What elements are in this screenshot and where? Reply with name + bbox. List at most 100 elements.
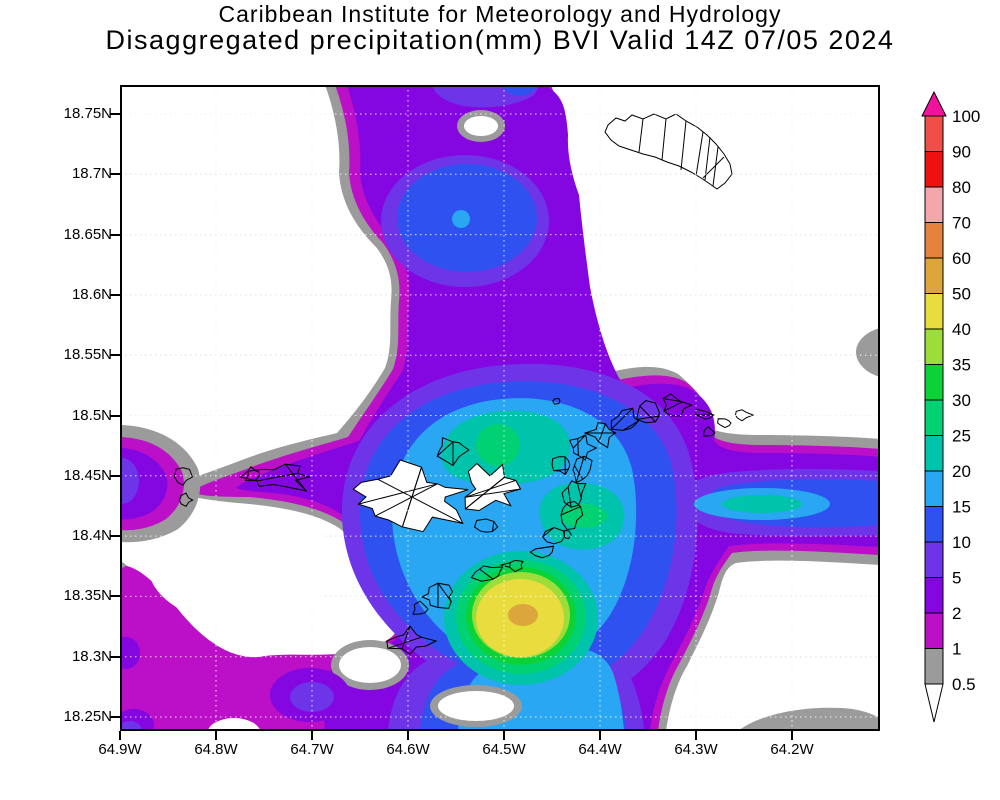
island-cluster (551, 456, 571, 476)
colorbar-tick-label: 10 (952, 533, 971, 552)
lat-tick-mark (110, 173, 120, 176)
island-cluster (352, 459, 469, 533)
lat-tick-label: 18.5N (71, 406, 112, 424)
colorbar-tick-label: 50 (952, 285, 971, 304)
island-cluster (412, 600, 429, 615)
lon-tick-mark (119, 731, 121, 740)
lon-tick-mark (311, 731, 313, 740)
contour-band (290, 682, 334, 712)
lat-tick-label: 18.45N (63, 466, 112, 484)
colorbar-tick-label: 100 (952, 107, 980, 126)
island-cluster (572, 455, 593, 484)
lon-tick-mark (791, 731, 793, 740)
island-cluster (239, 463, 312, 492)
colorbar-tick-label: 60 (952, 249, 971, 268)
island-cluster (173, 467, 194, 486)
colorbar-tick-label: 25 (952, 427, 971, 446)
colorbar-segment (924, 577, 944, 614)
lon-tick-mark (407, 731, 409, 740)
colorbar-segment (924, 541, 944, 578)
colorbar-segment (924, 648, 944, 685)
colorbar-segment (924, 257, 944, 294)
island-cluster (474, 518, 499, 533)
colorbar-segment (924, 399, 944, 436)
lat-tick-mark (110, 474, 120, 477)
precip-region-bottom-right (738, 707, 880, 731)
map-plot-area (120, 85, 880, 731)
island-cluster (244, 465, 261, 482)
dry-hole-bottom-edge (207, 718, 261, 731)
colorbar-segment (924, 470, 944, 507)
island-cluster (420, 582, 454, 609)
island-cluster (386, 625, 438, 655)
island-cluster (662, 393, 694, 417)
colorbar-tick-label: 15 (952, 498, 971, 517)
map-title-product: Disaggregated precipitation(mm) BVI Vali… (105, 25, 895, 56)
primary-max-core (508, 604, 538, 626)
lat-tick-mark (110, 595, 120, 598)
colorbar-tick-label: 40 (952, 320, 971, 339)
island-cluster (610, 407, 640, 431)
colorbar-tick-label: 2 (952, 604, 961, 623)
contour-band (120, 721, 141, 731)
island-cluster (436, 436, 470, 467)
contour-band (502, 85, 537, 96)
colorbar-tick-label: 1 (952, 640, 961, 659)
colorbar-segment (924, 435, 944, 472)
precip-field-svg (120, 85, 880, 731)
lat-tick-label: 18.3N (71, 647, 112, 665)
island-cluster (499, 559, 524, 573)
map-frame (120, 85, 880, 731)
contour-band (476, 424, 520, 466)
lat-tick-mark (110, 113, 120, 115)
colorbar-tick-label: 90 (952, 143, 971, 162)
lat-tick-mark (110, 354, 120, 357)
lon-tick-label: 64.7W (290, 741, 334, 758)
lat-tick-label: 18.55N (63, 346, 112, 364)
colorbar-under-triangle (924, 683, 944, 723)
lon-tick-mark (599, 731, 601, 740)
colorbar-segment (924, 186, 944, 223)
lat-tick-label: 18.7N (71, 165, 112, 183)
colorbar-tick-label: 70 (952, 214, 971, 233)
island-cluster (636, 400, 660, 424)
island-anegada (604, 113, 733, 190)
colorbar-segment (924, 328, 944, 365)
contour-band (120, 637, 140, 669)
lon-tick-label: 64.3W (674, 741, 718, 758)
colorbar-tick-label: 35 (952, 356, 971, 375)
colorbar-segment (924, 506, 944, 543)
precip-region-right-edge (856, 328, 880, 377)
island-cluster (583, 422, 617, 449)
lat-tick-label: 18.75N (63, 105, 112, 122)
lat-tick-label: 18.6N (71, 285, 112, 303)
lat-tick-label: 18.25N (63, 708, 112, 725)
lon-tick-label: 64.6W (386, 741, 430, 758)
dry-hole (464, 116, 498, 136)
colorbar-over-arrow (921, 90, 947, 117)
dry-hole-west (148, 506, 336, 624)
lon-tick-label: 64.9W (98, 741, 142, 758)
lon-tick-label: 64.2W (770, 741, 814, 758)
lat-tick-label: 18.65N (63, 225, 112, 243)
lon-tick-mark (695, 731, 697, 740)
colorbar-segment (924, 364, 944, 401)
colorbar-segment (924, 115, 944, 152)
lat-tick-label: 18.4N (71, 527, 112, 545)
colorbar-segment (924, 222, 944, 259)
island-cluster (178, 492, 194, 507)
island-cluster (703, 426, 716, 437)
lat-tick-mark (110, 293, 120, 296)
island-cluster (552, 398, 561, 405)
colorbar-segment (924, 293, 944, 330)
lat-tick-mark (110, 655, 120, 658)
lon-tick-mark (215, 731, 217, 740)
title-block: Caribbean Institute for Meteorology and … (0, 2, 1000, 56)
lat-tick-label: 18.35N (63, 587, 112, 605)
lat-tick-mark (110, 716, 120, 718)
island-cluster (470, 565, 504, 582)
lat-tick-mark (110, 414, 120, 417)
lon-tick-label: 64.4W (578, 741, 622, 758)
island-cluster (561, 480, 587, 508)
